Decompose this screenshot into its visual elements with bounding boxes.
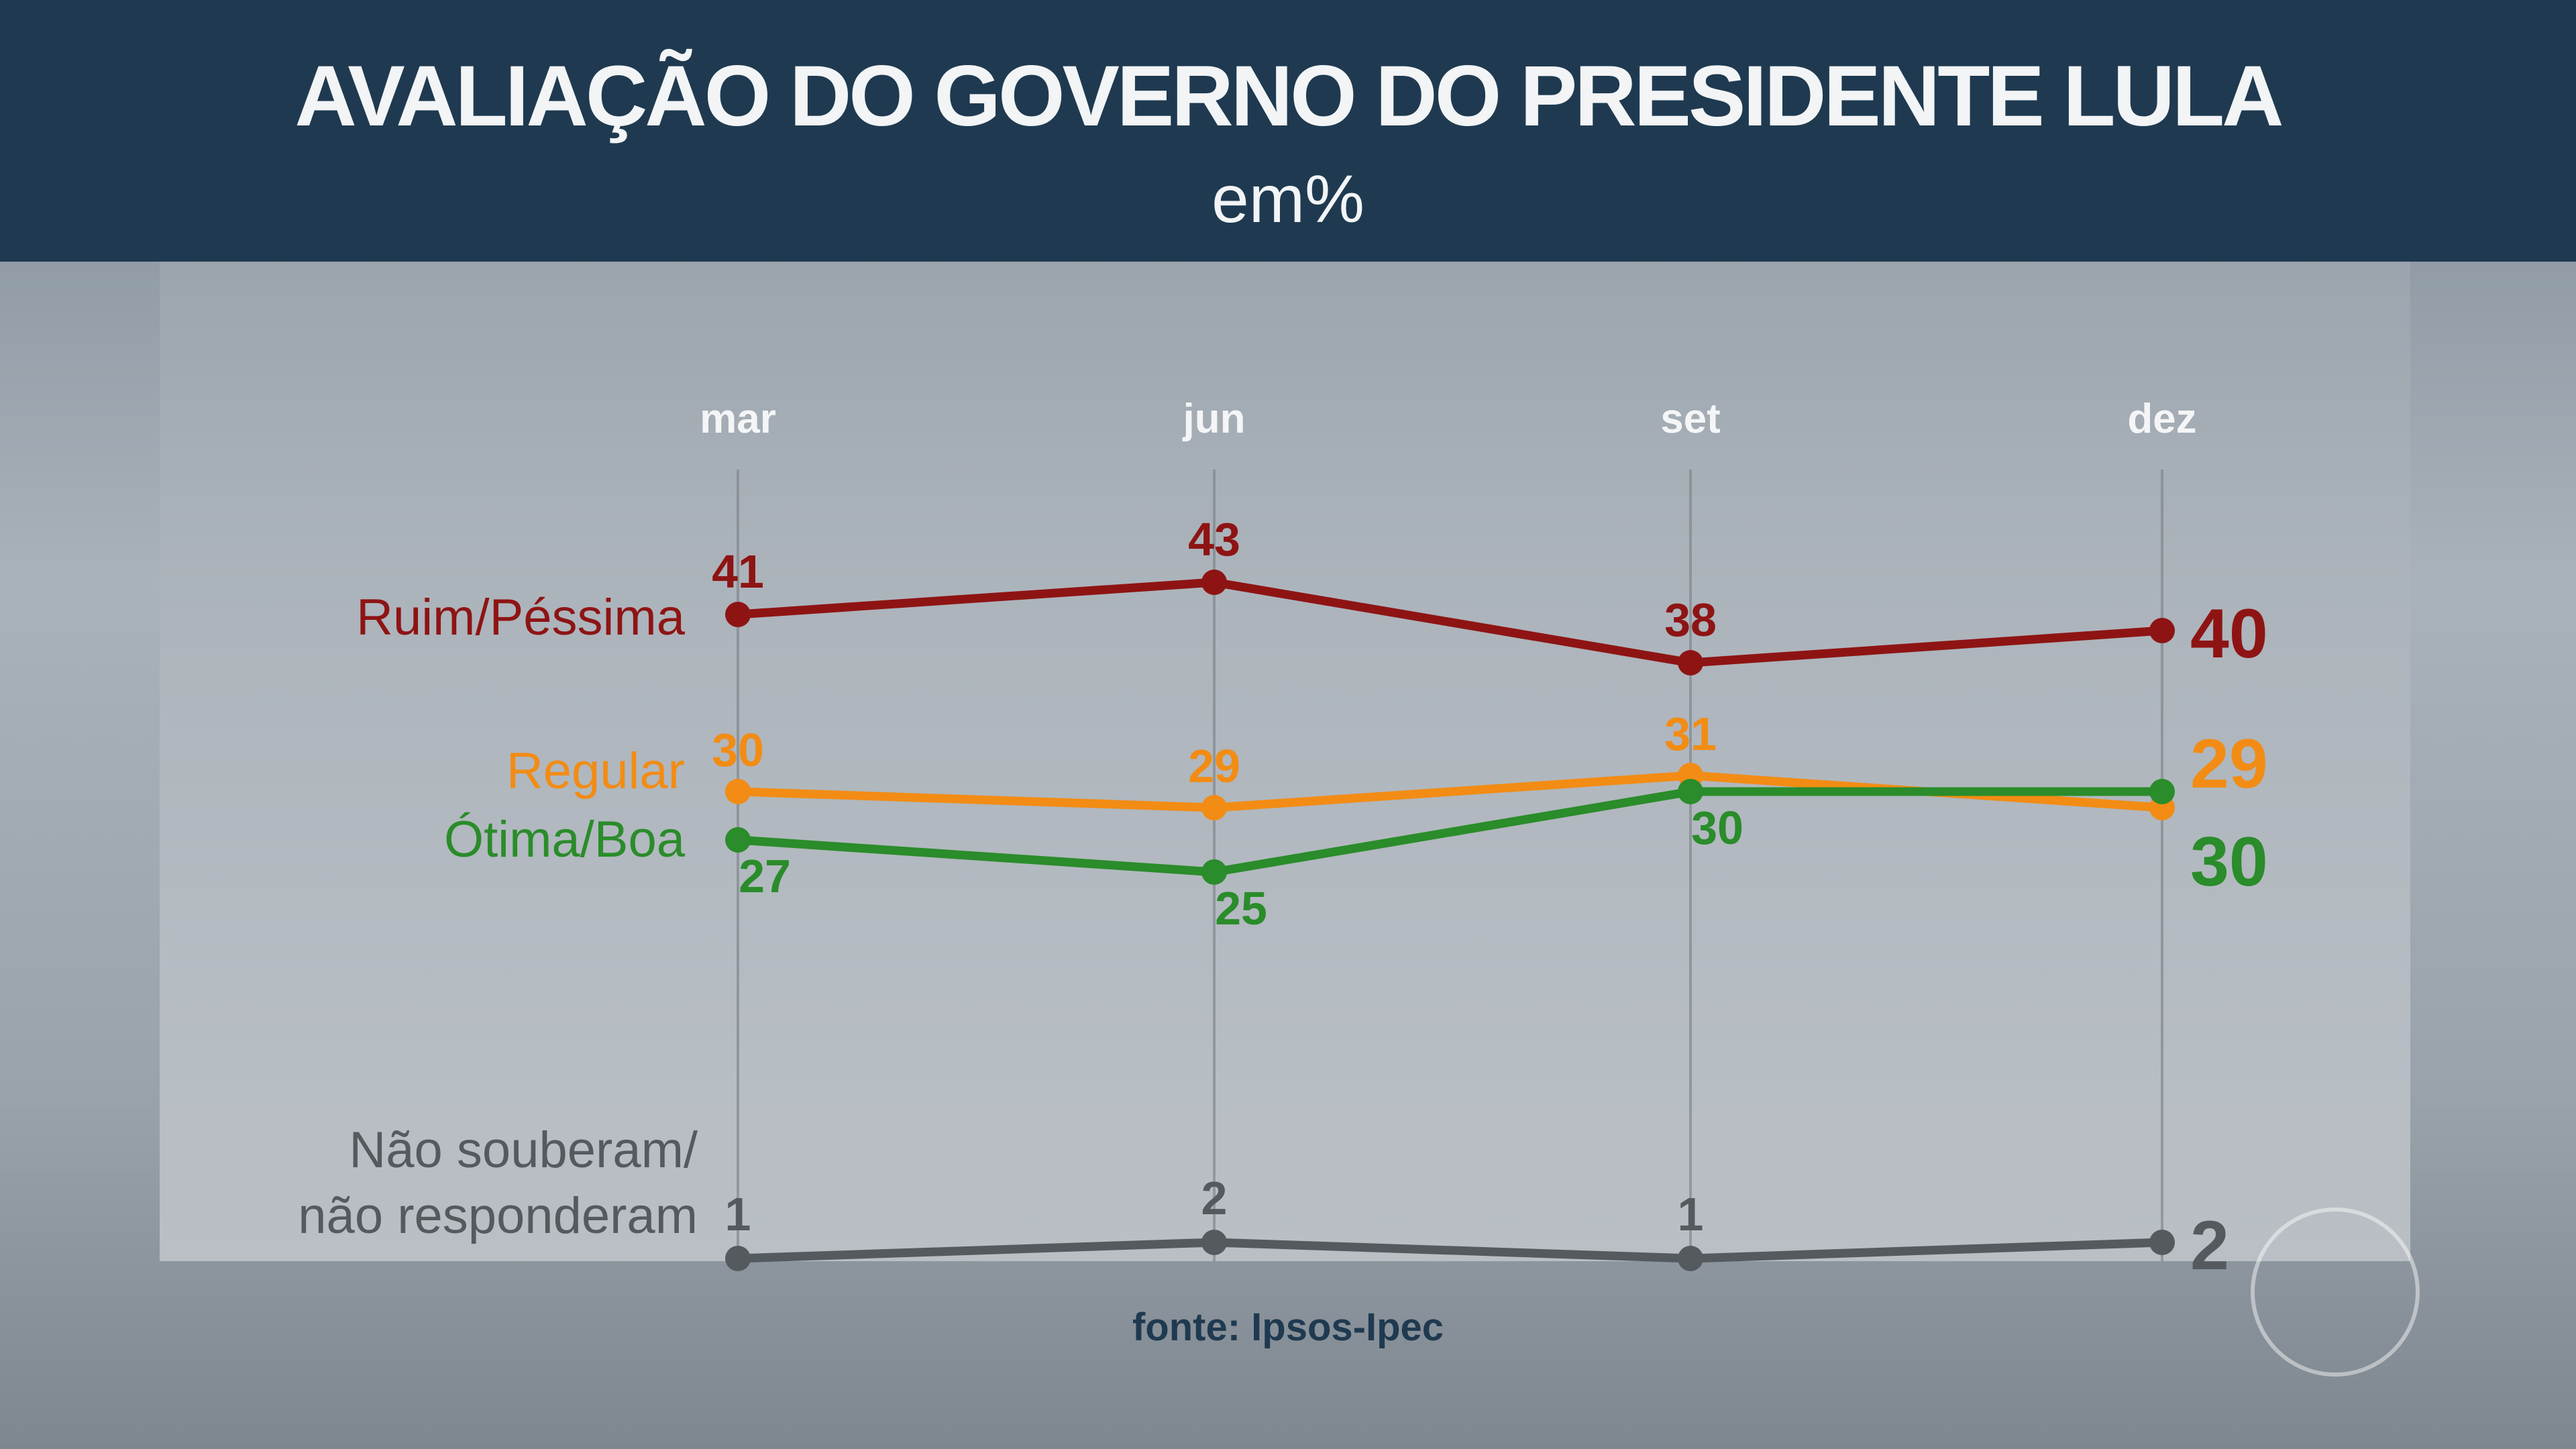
x-tick-label: jun [1183, 396, 1246, 442]
series-label: Regular [506, 743, 685, 800]
data-label: 1 [1678, 1188, 1704, 1240]
data-label: 1 [725, 1188, 751, 1240]
data-label: 38 [1664, 594, 1717, 646]
data-point [2149, 1230, 2175, 1255]
data-label: 43 [1188, 513, 1240, 566]
data-label-latest: 40 [2190, 595, 2268, 673]
data-point [1201, 859, 1227, 885]
data-label: 29 [1188, 740, 1240, 792]
series-line [737, 1238, 2163, 1263]
data-label: 30 [712, 724, 764, 776]
globo-logo-icon [2251, 1208, 2420, 1377]
data-label-latest: 30 [2190, 823, 2268, 901]
data-label: 25 [1215, 882, 1267, 934]
series-line [737, 787, 2162, 877]
series-label: Não souberam/não responderam [298, 1122, 698, 1244]
chart-subtitle: em% [1212, 162, 1364, 237]
data-point [1678, 1246, 1703, 1271]
data-label-latest: 29 [2190, 725, 2268, 803]
series-label: Ruim/Péssima [356, 589, 686, 646]
data-point [725, 827, 751, 853]
x-tick-label: mar [700, 396, 776, 442]
data-label: 2 [1201, 1172, 1228, 1224]
data-label: 41 [712, 545, 764, 598]
data-point [1201, 795, 1227, 820]
data-point [2149, 779, 2175, 804]
data-label: 30 [1691, 802, 1743, 854]
data-point [725, 1246, 751, 1271]
data-point [1678, 779, 1703, 804]
data-label: 27 [739, 850, 791, 902]
series-line [737, 578, 2163, 667]
source-note: fonte: Ipsos-Ipec [1132, 1305, 1444, 1349]
chart-title: AVALIAÇÃO DO GOVERNO DO PRESIDENTE LULA [294, 48, 2284, 144]
data-point [725, 602, 751, 627]
data-label: 31 [1664, 708, 1717, 760]
chart-panel [160, 262, 2410, 1261]
x-tick-label: dez [2127, 396, 2196, 442]
data-point [1201, 570, 1227, 595]
data-point [1201, 1230, 1227, 1255]
x-tick-label: set [1660, 396, 1721, 442]
data-point [2149, 618, 2175, 643]
series-label: Ótima/Boa [444, 811, 686, 868]
data-point [725, 779, 751, 804]
data-point [1678, 650, 1703, 676]
data-label-latest: 2 [2190, 1207, 2229, 1285]
header: AVALIAÇÃO DO GOVERNO DO PRESIDENTE LULA … [0, 0, 2576, 262]
